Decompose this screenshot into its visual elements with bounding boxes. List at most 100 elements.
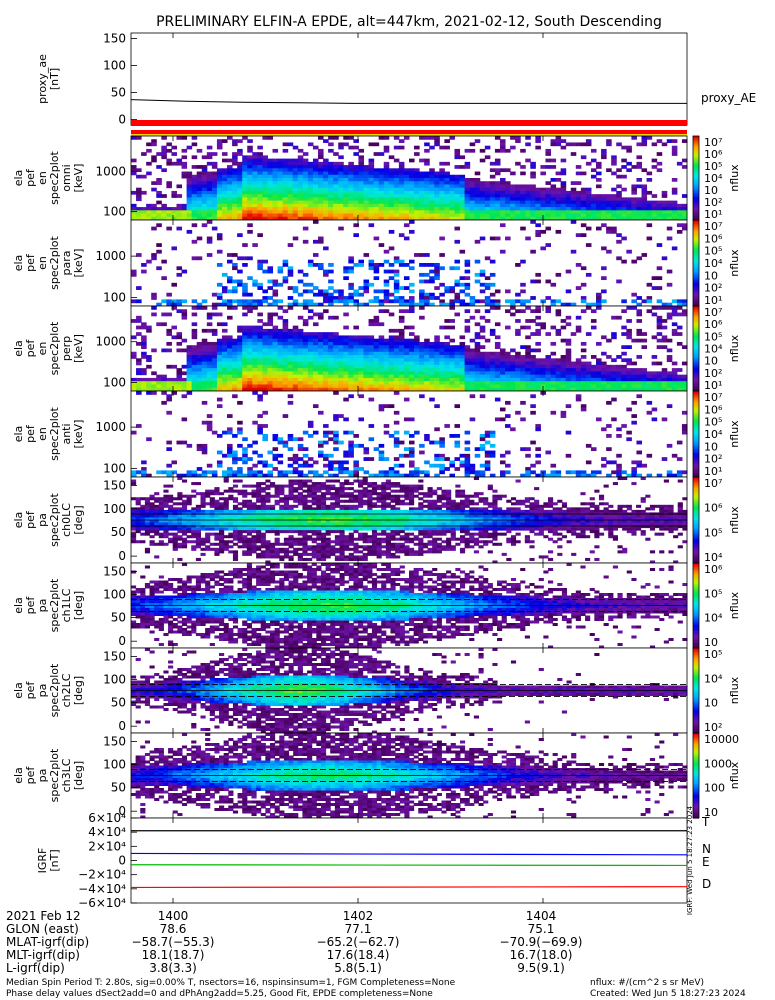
spectrogram-cell	[374, 175, 380, 179]
spectrogram-cell	[444, 368, 450, 372]
spectrogram-cell	[591, 159, 597, 163]
spectrogram-cell	[232, 375, 238, 379]
spectrogram-cell	[672, 188, 678, 192]
spectrogram-cell	[313, 368, 319, 372]
spectrogram-cell	[429, 184, 435, 188]
spectrogram-cell	[449, 434, 455, 438]
spectrogram-cell	[278, 201, 284, 205]
spectrogram-cell	[460, 289, 466, 293]
spectrogram-cell	[217, 384, 223, 388]
spectrogram-cell	[454, 375, 460, 379]
spectrogram-cell	[161, 155, 167, 159]
spectrogram-cell	[419, 368, 425, 372]
spectrogram-cell	[176, 441, 182, 445]
spectrogram-cell	[667, 404, 673, 408]
spectrogram-cell	[136, 470, 142, 474]
spectrogram-cell	[449, 184, 455, 188]
spectrogram-cell	[535, 207, 541, 211]
spectrogram-cell	[409, 220, 415, 224]
spectrogram-cell	[151, 139, 157, 143]
spectrogram-cell	[318, 201, 324, 205]
spectrogram-cell	[131, 165, 137, 169]
spectrogram-cell	[556, 207, 562, 211]
spectrogram-cell	[495, 368, 501, 372]
spectrogram-cell	[343, 184, 349, 188]
spectrogram-cell	[313, 214, 319, 218]
spectrogram-cell	[535, 136, 541, 140]
spectrogram-cell	[485, 467, 491, 471]
spectrogram-cell	[146, 355, 152, 359]
spectrogram-cell	[353, 207, 359, 211]
spectrogram-cell	[257, 201, 263, 205]
spectrogram-cell	[384, 172, 390, 176]
spectrogram-cell	[439, 368, 445, 372]
spectrogram-cell	[621, 214, 627, 218]
spectrogram-cell	[313, 365, 319, 369]
spectrogram-cell	[449, 201, 455, 205]
spectrogram-cell	[389, 201, 395, 205]
spectrogram-cell	[202, 375, 208, 379]
colorbar-tick-label: 10²	[704, 367, 722, 380]
spectrogram-cell	[369, 168, 375, 172]
spectrogram-cell	[485, 197, 491, 201]
spectrogram-cell	[303, 210, 309, 214]
spectrogram-cell	[535, 358, 541, 362]
spectrogram-cell	[520, 283, 526, 287]
status-bar-red	[131, 130, 687, 134]
spectrogram-cell	[399, 214, 405, 218]
spectrogram-cell	[596, 194, 602, 198]
spectrogram-cell	[151, 349, 157, 353]
spectrogram-cell	[212, 332, 218, 336]
spectrogram-cell	[480, 378, 486, 382]
spectrogram-cell	[323, 197, 329, 201]
spectrogram-cell	[434, 136, 440, 140]
spectrogram-cell	[247, 223, 253, 227]
spectrogram-cell	[323, 424, 329, 428]
spectrogram-cell	[308, 299, 314, 303]
spectrogram-cell	[490, 201, 496, 205]
spectrogram-cell	[470, 214, 476, 218]
spectrogram-cell	[257, 454, 263, 458]
spectrogram-cell	[475, 447, 481, 451]
spectrogram-cell	[667, 355, 673, 359]
spectrogram-cell	[288, 437, 294, 441]
spectrogram-cell	[545, 188, 551, 192]
spectrogram-cell	[631, 184, 637, 188]
spectrogram-cell	[288, 172, 294, 176]
spectrogram-cell	[404, 223, 410, 227]
spectrogram-cell	[298, 204, 304, 208]
spectrogram-cell	[176, 371, 182, 375]
spectrogram-cell	[222, 210, 228, 214]
spectrogram-cell	[449, 368, 455, 372]
spectrogram-cell	[293, 329, 299, 333]
spectrogram-cell	[353, 339, 359, 343]
spectrogram-cell	[364, 345, 370, 349]
spectrogram-cell	[338, 342, 344, 346]
spectrogram-cell	[212, 313, 218, 317]
spectrogram-cell	[515, 381, 521, 385]
spectrogram-cell	[581, 172, 587, 176]
spectrogram-cell	[232, 280, 238, 284]
spectrogram-cell	[399, 464, 405, 468]
spectrogram-cell	[551, 384, 557, 388]
spectrogram-cell	[616, 197, 622, 201]
spectrogram-cell	[500, 204, 506, 208]
spectrogram-cell	[591, 365, 597, 369]
spectrogram-cell	[131, 378, 137, 382]
spectrogram-cell	[384, 371, 390, 375]
spectrogram-cell	[318, 175, 324, 179]
spectrogram-cell	[348, 454, 354, 458]
spectrogram-cell	[293, 339, 299, 343]
spectrogram-cell	[485, 184, 491, 188]
spectrogram-cell	[343, 451, 349, 455]
spectrogram-cell	[257, 155, 263, 159]
spectrogram-cell	[409, 345, 415, 349]
spectrogram-cell	[551, 204, 557, 208]
spectrogram-cell	[535, 322, 541, 326]
spectrogram-cell	[515, 365, 521, 369]
spectrogram-cell	[515, 263, 521, 267]
spectrogram-cell	[480, 316, 486, 320]
spectrogram-cell	[642, 194, 648, 198]
spectrogram-cell	[202, 345, 208, 349]
spectrogram-cell	[657, 210, 663, 214]
